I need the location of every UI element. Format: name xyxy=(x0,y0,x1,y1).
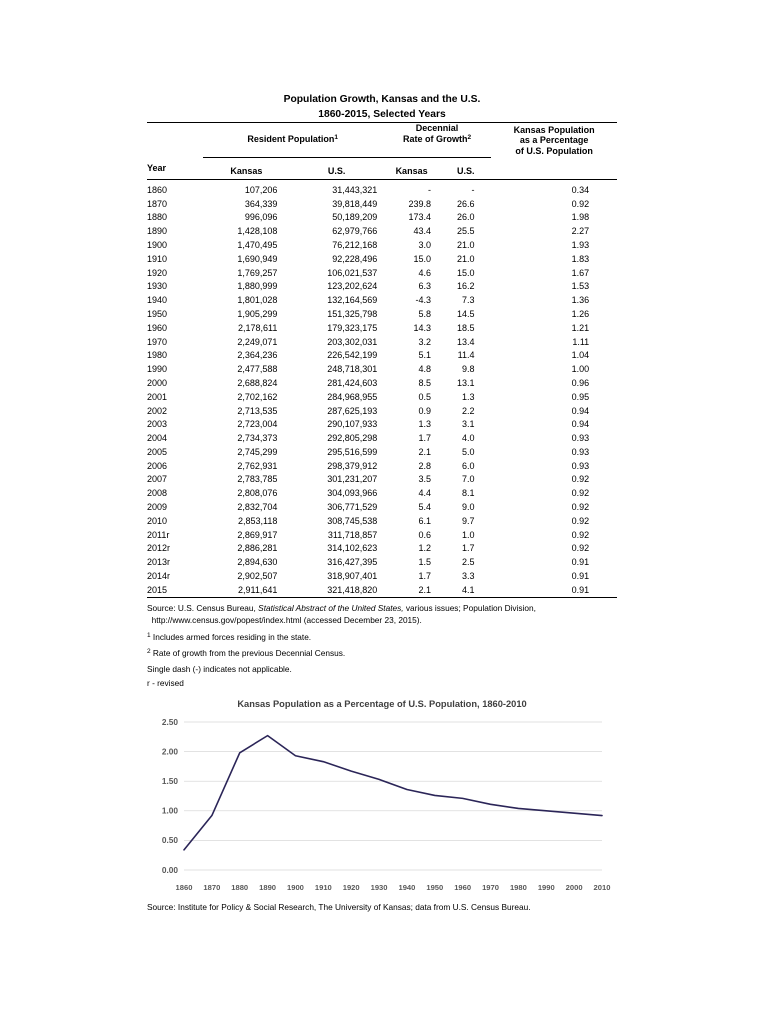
svg-text:1980: 1980 xyxy=(510,883,527,892)
svg-text:1940: 1940 xyxy=(398,883,415,892)
svg-text:1960: 1960 xyxy=(454,883,471,892)
svg-text:1910: 1910 xyxy=(315,883,332,892)
svg-text:1860: 1860 xyxy=(176,883,193,892)
svg-text:1890: 1890 xyxy=(259,883,276,892)
svg-text:1.00: 1.00 xyxy=(162,806,179,816)
svg-text:0.00: 0.00 xyxy=(162,865,179,875)
svg-text:1.50: 1.50 xyxy=(162,776,179,786)
svg-text:1900: 1900 xyxy=(287,883,304,892)
svg-text:0.50: 0.50 xyxy=(162,836,179,846)
svg-text:1930: 1930 xyxy=(371,883,388,892)
svg-text:1880: 1880 xyxy=(231,883,248,892)
svg-text:1870: 1870 xyxy=(203,883,220,892)
svg-text:2.00: 2.00 xyxy=(162,747,179,757)
svg-text:1920: 1920 xyxy=(343,883,360,892)
svg-text:2010: 2010 xyxy=(594,883,611,892)
svg-text:1950: 1950 xyxy=(426,883,443,892)
svg-text:2.50: 2.50 xyxy=(162,717,179,727)
svg-text:2000: 2000 xyxy=(566,883,583,892)
svg-text:1970: 1970 xyxy=(482,883,499,892)
svg-text:1990: 1990 xyxy=(538,883,555,892)
